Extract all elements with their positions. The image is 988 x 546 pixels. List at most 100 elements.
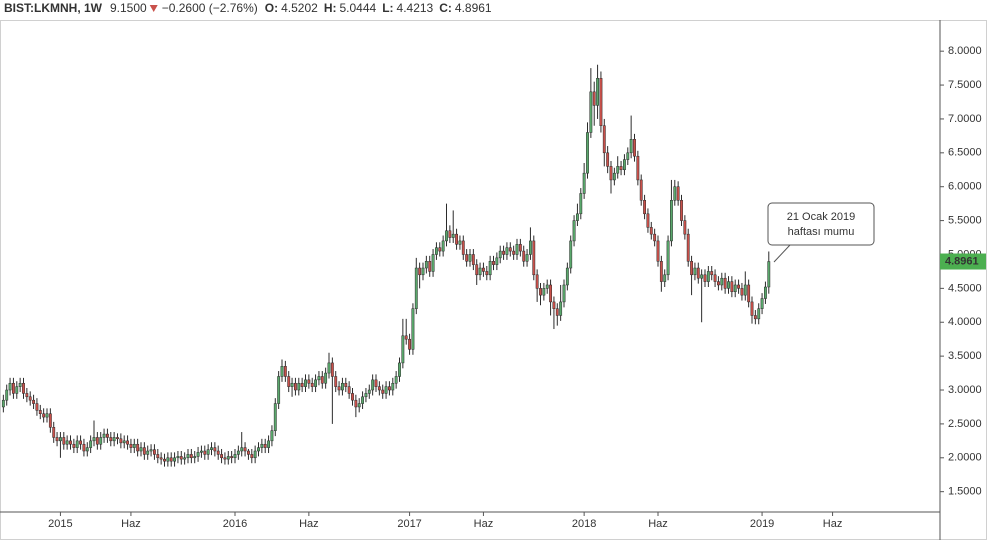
candle-body <box>637 156 639 180</box>
candle-body <box>596 78 598 105</box>
candle-body <box>160 458 162 459</box>
candle-body <box>402 336 404 363</box>
candle-body <box>502 251 504 254</box>
candle-body <box>711 271 713 274</box>
candle-body <box>465 254 467 261</box>
y-tick-label: 4.5000 <box>948 282 982 294</box>
x-tick-label: Haz <box>299 518 319 530</box>
candle-body <box>264 444 266 447</box>
candle-body <box>559 302 561 316</box>
candle-body <box>687 234 689 261</box>
candle-body <box>79 441 81 444</box>
candle-body <box>697 268 699 278</box>
candle-body <box>214 448 216 451</box>
candle-body <box>335 376 337 386</box>
candle-body <box>345 383 347 386</box>
candle-body <box>432 254 434 271</box>
candle-body <box>338 387 340 390</box>
candle-body <box>653 234 655 241</box>
candle-body <box>694 268 696 275</box>
candle-body <box>375 380 377 387</box>
y-tick-label: 8.0000 <box>948 45 982 57</box>
candle-body <box>684 221 686 235</box>
candle-body <box>110 437 112 440</box>
annotation-box <box>768 203 874 245</box>
candle-body <box>16 387 18 394</box>
candle-body <box>758 309 760 319</box>
candle-body <box>392 383 394 390</box>
candle-body <box>150 450 152 451</box>
candle-body <box>157 454 159 457</box>
ohlc-label: L: <box>382 1 393 15</box>
candle-body <box>583 173 585 193</box>
candle-body <box>254 451 256 458</box>
candle-body <box>220 454 222 457</box>
candle-body <box>368 390 370 393</box>
candle-body <box>546 285 548 288</box>
candle-body <box>751 302 753 316</box>
candle-body <box>650 227 652 234</box>
candle-body <box>459 241 461 244</box>
candle-body <box>365 393 367 396</box>
candle-body <box>355 400 357 407</box>
x-tick-label: 2017 <box>397 518 421 530</box>
candle-body <box>405 336 407 339</box>
x-tick-label: Haz <box>823 518 843 530</box>
annotation-text: 21 Ocak 2019 <box>787 211 856 223</box>
header: BIST:LKMNH, 1W 9.1500−0.2600 (−2.76%)O:4… <box>4 1 492 15</box>
candle-body <box>576 214 578 221</box>
candle-body <box>717 282 719 285</box>
x-tick-label: Haz <box>648 518 668 530</box>
candle-body <box>314 380 316 387</box>
candle-body <box>371 380 373 390</box>
candle-body <box>261 444 263 447</box>
candle-body <box>704 275 706 282</box>
candle-body <box>754 315 756 318</box>
candle-body <box>556 309 558 316</box>
candle-body <box>163 459 165 461</box>
candle-body <box>227 456 229 459</box>
candle-body <box>351 393 353 400</box>
y-tick-label: 6.5000 <box>948 147 982 159</box>
candle-body <box>761 299 763 309</box>
candle-body <box>173 458 175 461</box>
y-tick-label: 3.5000 <box>948 350 982 362</box>
candle-body <box>274 404 276 431</box>
candle-body <box>499 251 501 258</box>
candle-body <box>251 454 253 457</box>
candle-body <box>664 275 666 282</box>
candle-body <box>12 383 14 393</box>
candle-body <box>570 241 572 268</box>
candle-body <box>472 254 474 264</box>
candle-body <box>147 451 149 454</box>
candle-body <box>123 441 125 443</box>
candle-body <box>768 262 770 287</box>
candle-body <box>361 397 363 404</box>
candle-body <box>415 268 417 309</box>
candle-body <box>486 271 488 274</box>
candle-body <box>744 285 746 295</box>
candle-body <box>476 265 478 275</box>
candle-body <box>516 244 518 254</box>
candle-body <box>741 288 743 295</box>
y-tick-label: 6.0000 <box>948 181 982 193</box>
candle-body <box>224 458 226 459</box>
candle-body <box>2 400 4 407</box>
candle-body <box>482 268 484 271</box>
candle-body <box>291 383 293 386</box>
candle-body <box>543 288 545 295</box>
candle-body <box>452 234 454 237</box>
candle-body <box>234 454 236 457</box>
candle-body <box>311 383 313 386</box>
x-tick-label: 2015 <box>48 518 72 530</box>
y-tick-label: 7.0000 <box>948 113 982 125</box>
candle-body <box>341 383 343 390</box>
down-arrow <box>150 5 158 12</box>
candle-body <box>657 241 659 261</box>
candle-body <box>170 458 172 461</box>
candle-body <box>731 282 733 292</box>
candle-body <box>435 248 437 255</box>
candle-body <box>56 437 58 440</box>
candle-body <box>519 244 521 251</box>
candle-body <box>281 366 283 376</box>
